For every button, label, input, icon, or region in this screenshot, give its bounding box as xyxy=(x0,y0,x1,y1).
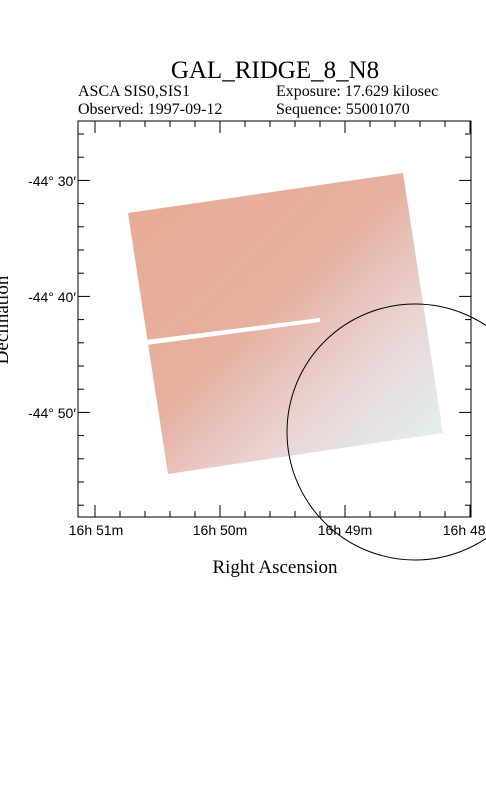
ticks xyxy=(78,121,471,517)
info: Sequence: 55001070 xyxy=(276,101,410,118)
y-axis-label: Declination xyxy=(0,275,13,364)
y-tick-label: -44° 40′ xyxy=(28,289,76,305)
gap xyxy=(146,318,320,345)
x-tick-label: 16h 48m xyxy=(443,522,486,538)
image xyxy=(128,173,443,474)
title: GAL_RIDGE_8_N8 xyxy=(171,57,379,84)
info: Exposure: 17.629 kilosec xyxy=(276,83,438,100)
x-axis-label: Right Ascension xyxy=(212,557,338,578)
frame xyxy=(77,120,472,518)
x-tick-label: 16h 50m xyxy=(193,522,247,538)
info: ASCA SIS0,SIS1 xyxy=(78,83,190,100)
x-tick-label: 16h 51m xyxy=(69,522,123,538)
x-tick-label: 16h 49m xyxy=(318,522,372,538)
info: Observed: 1997-09-12 xyxy=(78,101,222,118)
region-circle xyxy=(286,303,486,561)
y-tick-label: -44° 50′ xyxy=(28,405,76,421)
y-tick-label: -44° 30′ xyxy=(28,173,76,189)
